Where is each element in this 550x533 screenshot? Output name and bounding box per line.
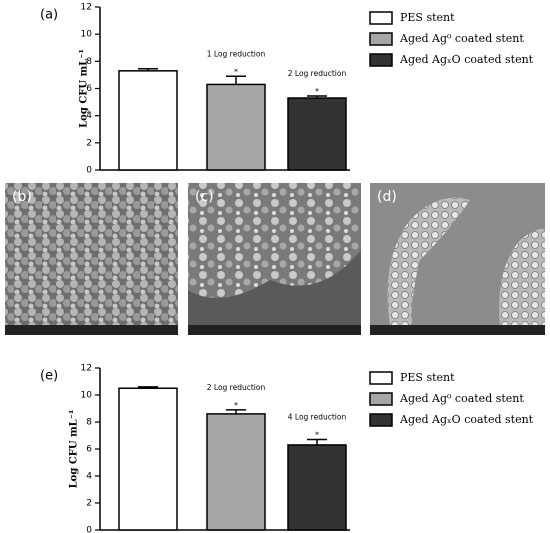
legend-swatch [369,413,393,427]
legend-swatch [369,53,393,67]
y-tick-label: 12 [81,3,92,13]
y-tick-label: 4 [86,472,92,482]
y-tick-label: 4 [86,111,92,121]
annotation: 2 Log reduction [288,69,347,78]
panel-label: (e) [40,369,58,384]
panel-label: (c) [195,189,214,205]
legend-swatch [369,32,393,46]
bar [118,387,178,531]
panel-label: (a) [40,8,58,23]
panel-label: (b) [12,189,32,205]
bar [206,413,266,531]
y-tick-label: 8 [86,418,92,428]
annotation: 4 Log reduction [288,413,347,422]
annotation: 2 Log reduction [207,383,266,392]
y-tick-label: 0 [86,166,92,176]
y-tick-label: 6 [86,445,92,455]
sem-image-b: (b) [5,183,178,335]
y-axis-label: Log CFU mL⁻¹ [79,49,90,128]
legend-swatch [369,371,393,385]
legend-label: Aged AgₓO coated stent [399,53,534,66]
legend-label: Aged Ag⁰ coated stent [399,392,524,405]
bar [287,97,347,171]
bar [118,70,178,171]
significance-mark: * [234,67,238,76]
y-tick-label: 0 [86,526,92,533]
significance-mark: * [315,87,319,96]
y-tick-label: 12 [81,364,92,374]
bar [287,444,347,531]
panel-label: (d) [377,189,397,205]
y-tick-label: 2 [86,499,92,509]
legend-label: PES stent [400,371,455,384]
y-axis-label: Log CFU mL⁻¹ [69,410,80,489]
significance-mark: * [315,431,319,440]
sem-image-d: (d) [370,183,545,335]
legend-label: Aged Ag⁰ coated stent [399,32,524,45]
bar [206,83,266,171]
y-tick-label: 10 [81,30,93,40]
sem-image-c: (c) [188,183,361,335]
y-tick-label: 8 [86,57,92,67]
legend-label: Aged AgₓO coated stent [399,413,534,426]
legend-swatch [369,11,393,25]
legend-swatch [369,392,393,406]
significance-mark: * [234,401,238,410]
annotation: 1 Log reduction [207,49,266,58]
y-tick-label: 10 [81,391,93,401]
y-tick-label: 6 [86,84,92,94]
legend-label: PES stent [400,11,455,24]
y-tick-label: 2 [86,138,92,148]
